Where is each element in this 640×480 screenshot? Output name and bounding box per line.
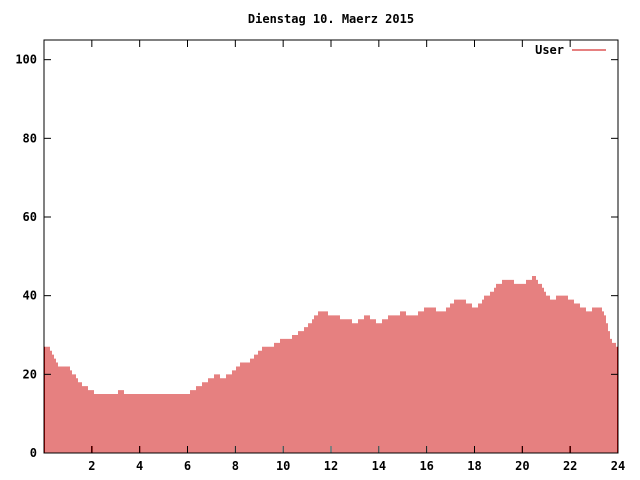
x-tick-label-6: 6 (184, 459, 191, 473)
y-axis: 0 20 40 60 80 100 (15, 53, 618, 460)
y-tick-label-80: 80 (23, 131, 37, 145)
x-tick-label-2: 2 (88, 459, 95, 473)
x-tick-label-14: 14 (372, 459, 386, 473)
series-user-bars (44, 276, 618, 453)
x-axis: 2 4 6 8 10 12 14 16 18 20 22 24 (88, 40, 625, 473)
x-tick-label-18: 18 (467, 459, 481, 473)
x-tick-label-12: 12 (324, 459, 338, 473)
legend-label-user: User (535, 43, 564, 57)
x-tick-label-22: 22 (563, 459, 577, 473)
y-tick-label-100: 100 (15, 53, 37, 67)
x-tick-label-10: 10 (276, 459, 290, 473)
chart-title: Dienstag 10. Maerz 2015 (248, 12, 414, 26)
x-tick-label-16: 16 (419, 459, 433, 473)
y-tick-label-0: 0 (30, 446, 37, 460)
x-tick-label-8: 8 (232, 459, 239, 473)
y-tick-label-40: 40 (23, 289, 37, 303)
x-tick-label-4: 4 (136, 459, 143, 473)
x-tick-label-20: 20 (515, 459, 529, 473)
legend: User (535, 43, 606, 57)
x-tick-label-24: 24 (611, 459, 625, 473)
y-tick-label-20: 20 (23, 367, 37, 381)
y-tick-label-60: 60 (23, 210, 37, 224)
